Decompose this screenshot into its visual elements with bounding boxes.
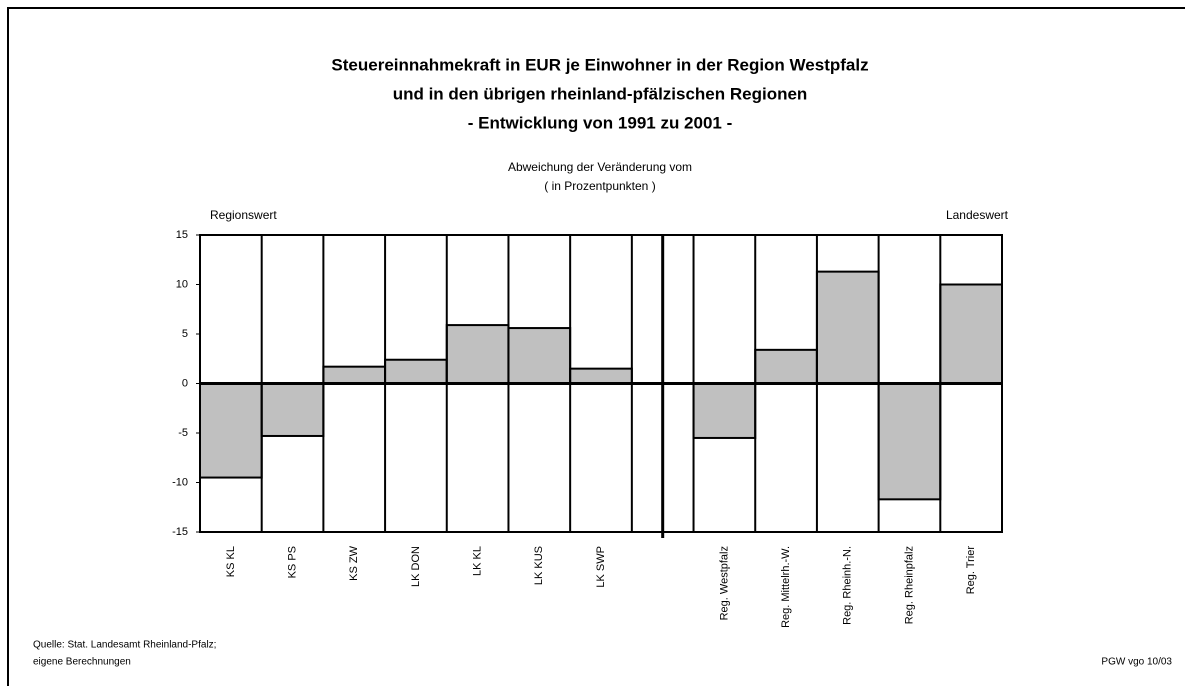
bar xyxy=(877,382,942,501)
x-tick-label: KS ZW xyxy=(348,545,360,580)
bar xyxy=(815,270,880,385)
bar xyxy=(569,367,633,385)
x-tick-label: Reg. Trier xyxy=(965,546,977,595)
bar xyxy=(322,365,387,385)
chart-title: Steuereinnahmekraft in EUR je Einwohner … xyxy=(331,55,868,74)
y-tick-label: -15 xyxy=(172,526,188,538)
source: Quelle: Stat. Landesamt Rheinland-Pfalz; xyxy=(33,640,216,651)
x-tick-label: Reg. Westpfalz xyxy=(718,546,730,620)
bar xyxy=(260,382,325,437)
subtitle: ( in Prozentpunkten ) xyxy=(544,179,655,193)
credit: PGW vgo 10/03 xyxy=(1101,657,1172,668)
x-tick-label: Reg. Rheinh.-N. xyxy=(842,546,854,625)
bar xyxy=(939,283,1003,385)
frame xyxy=(7,7,1185,686)
source: eigene Berechnungen xyxy=(33,657,131,668)
bar xyxy=(692,382,757,439)
chart-title: und in den übrigen rheinland-pfälzischen… xyxy=(393,84,808,103)
bar xyxy=(384,358,448,385)
bar xyxy=(754,348,818,385)
chart-title: - Entwicklung von 1991 zu 2001 - xyxy=(468,113,733,132)
x-tick-label: KS PS xyxy=(286,546,298,578)
y-tick-label: -10 xyxy=(172,476,188,488)
plot-border xyxy=(199,234,1003,533)
x-tick-label: LK DON xyxy=(410,546,422,587)
x-tick-label: Reg. Rheinpfalz xyxy=(903,546,915,624)
x-tick-label: LK KUS xyxy=(533,546,545,585)
y-tick-label: 0 xyxy=(182,377,188,389)
x-tick-label: KS KL xyxy=(225,546,237,577)
y-tick-label: 5 xyxy=(182,328,188,340)
left-label: Regionswert xyxy=(210,208,277,222)
bar xyxy=(507,327,572,385)
right-label: Landeswert xyxy=(946,208,1009,222)
bar xyxy=(199,382,263,479)
x-tick-label: LK KL xyxy=(472,546,484,576)
subtitle: Abweichung der Veränderung vom xyxy=(508,160,692,174)
y-tick-label: -5 xyxy=(178,427,188,439)
x-tick-label: Reg. Mittelrh.-W. xyxy=(780,546,792,628)
y-tick-label: 10 xyxy=(176,278,188,290)
x-tick-label: LK SWP xyxy=(595,546,607,588)
y-tick-label: 15 xyxy=(176,229,188,241)
bar xyxy=(445,324,510,385)
